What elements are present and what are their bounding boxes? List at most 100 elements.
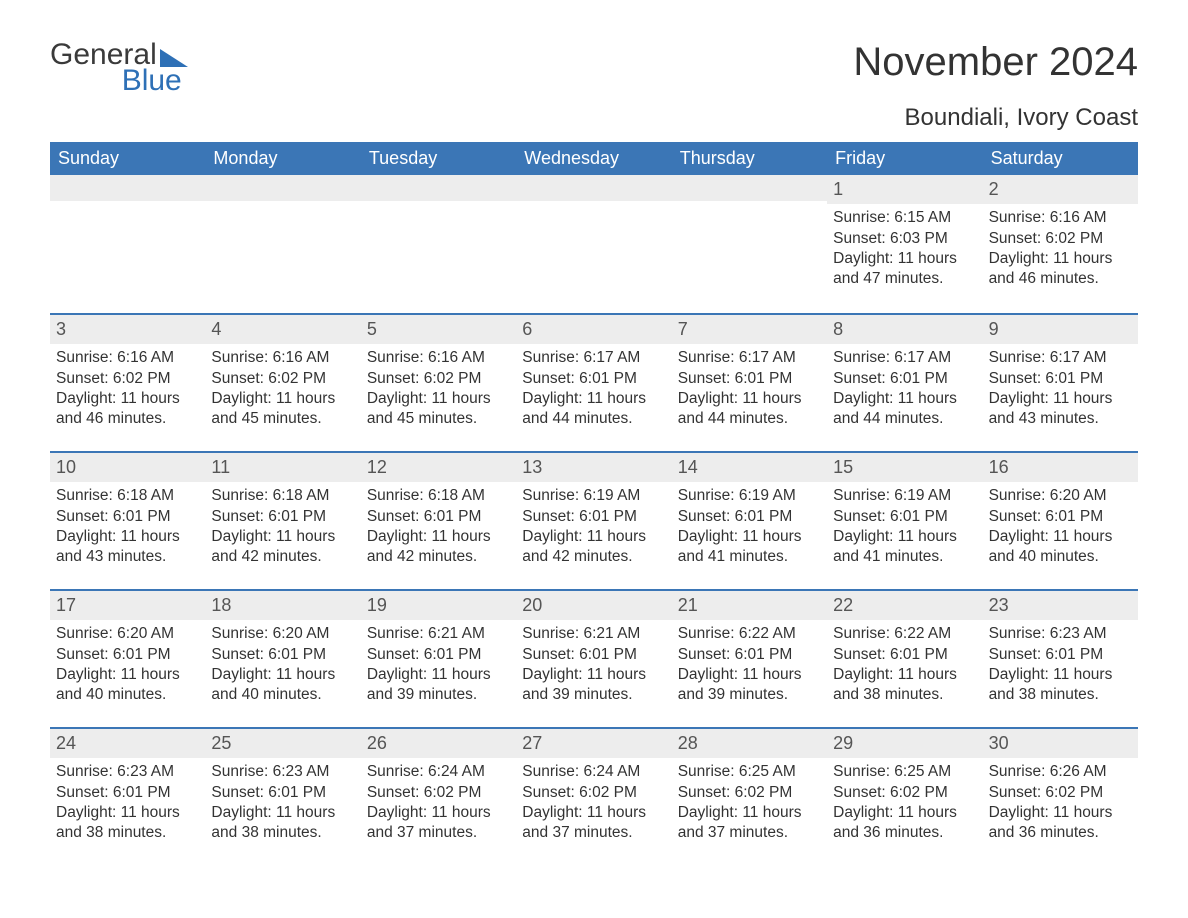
daylight-line: Daylight: 11 hours and 40 minutes. (211, 665, 354, 705)
day-number: 10 (50, 453, 205, 482)
day-number: 14 (672, 453, 827, 482)
sunrise-line: Sunrise: 6:21 AM (367, 624, 510, 644)
day-details: Sunrise: 6:23 AMSunset: 6:01 PMDaylight:… (983, 620, 1138, 715)
calendar-week: 3Sunrise: 6:16 AMSunset: 6:02 PMDaylight… (50, 313, 1138, 451)
day-details: Sunrise: 6:23 AMSunset: 6:01 PMDaylight:… (50, 758, 205, 853)
day-number: 27 (516, 729, 671, 758)
sunrise-line: Sunrise: 6:22 AM (678, 624, 821, 644)
day-number: 30 (983, 729, 1138, 758)
sunset-line: Sunset: 6:01 PM (56, 507, 199, 527)
day-details: Sunrise: 6:18 AMSunset: 6:01 PMDaylight:… (361, 482, 516, 577)
day-number: 4 (205, 315, 360, 344)
calendar-week: 1Sunrise: 6:15 AMSunset: 6:03 PMDaylight… (50, 175, 1138, 313)
weekday-header: Thursday (672, 142, 827, 175)
day-number (672, 175, 827, 201)
sunset-line: Sunset: 6:02 PM (678, 783, 821, 803)
sunrise-line: Sunrise: 6:23 AM (56, 762, 199, 782)
sunrise-line: Sunrise: 6:18 AM (56, 486, 199, 506)
sunrise-line: Sunrise: 6:23 AM (989, 624, 1132, 644)
day-number: 2 (983, 175, 1138, 204)
sunset-line: Sunset: 6:01 PM (211, 645, 354, 665)
daylight-line: Daylight: 11 hours and 39 minutes. (367, 665, 510, 705)
sunrise-line: Sunrise: 6:25 AM (833, 762, 976, 782)
sunset-line: Sunset: 6:01 PM (56, 783, 199, 803)
calendar-day: 6Sunrise: 6:17 AMSunset: 6:01 PMDaylight… (516, 315, 671, 451)
calendar-week: 10Sunrise: 6:18 AMSunset: 6:01 PMDayligh… (50, 451, 1138, 589)
sunrise-line: Sunrise: 6:17 AM (989, 348, 1132, 368)
day-details: Sunrise: 6:21 AMSunset: 6:01 PMDaylight:… (361, 620, 516, 715)
sunrise-line: Sunrise: 6:24 AM (367, 762, 510, 782)
day-number: 22 (827, 591, 982, 620)
day-details: Sunrise: 6:20 AMSunset: 6:01 PMDaylight:… (983, 482, 1138, 577)
sunrise-line: Sunrise: 6:20 AM (56, 624, 199, 644)
day-number: 16 (983, 453, 1138, 482)
day-number (361, 175, 516, 201)
day-details: Sunrise: 6:17 AMSunset: 6:01 PMDaylight:… (672, 344, 827, 439)
day-details: Sunrise: 6:24 AMSunset: 6:02 PMDaylight:… (361, 758, 516, 853)
daylight-line: Daylight: 11 hours and 44 minutes. (522, 389, 665, 429)
calendar-day (516, 175, 671, 313)
day-number: 18 (205, 591, 360, 620)
calendar-day: 28Sunrise: 6:25 AMSunset: 6:02 PMDayligh… (672, 729, 827, 865)
sunrise-line: Sunrise: 6:24 AM (522, 762, 665, 782)
daylight-line: Daylight: 11 hours and 36 minutes. (833, 803, 976, 843)
sunset-line: Sunset: 6:01 PM (367, 645, 510, 665)
sunset-line: Sunset: 6:03 PM (833, 229, 976, 249)
sunset-line: Sunset: 6:01 PM (989, 369, 1132, 389)
weekday-header-row: Sunday Monday Tuesday Wednesday Thursday… (50, 142, 1138, 175)
day-details: Sunrise: 6:24 AMSunset: 6:02 PMDaylight:… (516, 758, 671, 853)
sunset-line: Sunset: 6:02 PM (833, 783, 976, 803)
sunrise-line: Sunrise: 6:16 AM (211, 348, 354, 368)
day-number: 1 (827, 175, 982, 204)
daylight-line: Daylight: 11 hours and 44 minutes. (833, 389, 976, 429)
calendar-day: 11Sunrise: 6:18 AMSunset: 6:01 PMDayligh… (205, 453, 360, 589)
sunrise-line: Sunrise: 6:16 AM (367, 348, 510, 368)
daylight-line: Daylight: 11 hours and 47 minutes. (833, 249, 976, 289)
day-number: 29 (827, 729, 982, 758)
daylight-line: Daylight: 11 hours and 46 minutes. (989, 249, 1132, 289)
calendar-day: 17Sunrise: 6:20 AMSunset: 6:01 PMDayligh… (50, 591, 205, 727)
calendar-day: 3Sunrise: 6:16 AMSunset: 6:02 PMDaylight… (50, 315, 205, 451)
sunrise-line: Sunrise: 6:17 AM (678, 348, 821, 368)
day-details: Sunrise: 6:25 AMSunset: 6:02 PMDaylight:… (827, 758, 982, 853)
sunrise-line: Sunrise: 6:25 AM (678, 762, 821, 782)
sunrise-line: Sunrise: 6:19 AM (522, 486, 665, 506)
calendar-day: 30Sunrise: 6:26 AMSunset: 6:02 PMDayligh… (983, 729, 1138, 865)
daylight-line: Daylight: 11 hours and 37 minutes. (367, 803, 510, 843)
calendar-day (205, 175, 360, 313)
sunrise-line: Sunrise: 6:15 AM (833, 208, 976, 228)
logo-word2: Blue (122, 66, 182, 96)
day-number: 3 (50, 315, 205, 344)
sunrise-line: Sunrise: 6:19 AM (833, 486, 976, 506)
sunset-line: Sunset: 6:01 PM (522, 369, 665, 389)
sunset-line: Sunset: 6:01 PM (678, 507, 821, 527)
day-number: 24 (50, 729, 205, 758)
calendar-week: 17Sunrise: 6:20 AMSunset: 6:01 PMDayligh… (50, 589, 1138, 727)
daylight-line: Daylight: 11 hours and 39 minutes. (678, 665, 821, 705)
calendar-day: 2Sunrise: 6:16 AMSunset: 6:02 PMDaylight… (983, 175, 1138, 313)
daylight-line: Daylight: 11 hours and 43 minutes. (56, 527, 199, 567)
day-details: Sunrise: 6:26 AMSunset: 6:02 PMDaylight:… (983, 758, 1138, 853)
day-number: 17 (50, 591, 205, 620)
calendar-day: 24Sunrise: 6:23 AMSunset: 6:01 PMDayligh… (50, 729, 205, 865)
location-subtitle: Boundiali, Ivory Coast (50, 104, 1138, 132)
day-details: Sunrise: 6:22 AMSunset: 6:01 PMDaylight:… (672, 620, 827, 715)
calendar-day: 10 Sunrise: 6:18 AMSunset: 6:01 PMDayligh… (50, 453, 205, 589)
daylight-line: Daylight: 11 hours and 41 minutes. (678, 527, 821, 567)
sunset-line: Sunset: 6:02 PM (56, 369, 199, 389)
calendar-day: 7Sunrise: 6:17 AMSunset: 6:01 PMDaylight… (672, 315, 827, 451)
day-details: Sunrise: 6:16 AMSunset: 6:02 PMDaylight:… (50, 344, 205, 439)
calendar-day: 15Sunrise: 6:19 AMSunset: 6:01 PMDayligh… (827, 453, 982, 589)
daylight-line: Daylight: 11 hours and 46 minutes. (56, 389, 199, 429)
daylight-line: Daylight: 11 hours and 45 minutes. (367, 389, 510, 429)
weekday-header: Sunday (50, 142, 205, 175)
sunrise-line: Sunrise: 6:26 AM (989, 762, 1132, 782)
sunrise-line: Sunrise: 6:23 AM (211, 762, 354, 782)
day-number: 5 (361, 315, 516, 344)
sunset-line: Sunset: 6:01 PM (522, 507, 665, 527)
sunrise-line: Sunrise: 6:19 AM (678, 486, 821, 506)
sunrise-line: Sunrise: 6:18 AM (367, 486, 510, 506)
day-number: 20 (516, 591, 671, 620)
daylight-line: Daylight: 11 hours and 36 minutes. (989, 803, 1132, 843)
sunset-line: Sunset: 6:02 PM (989, 229, 1132, 249)
